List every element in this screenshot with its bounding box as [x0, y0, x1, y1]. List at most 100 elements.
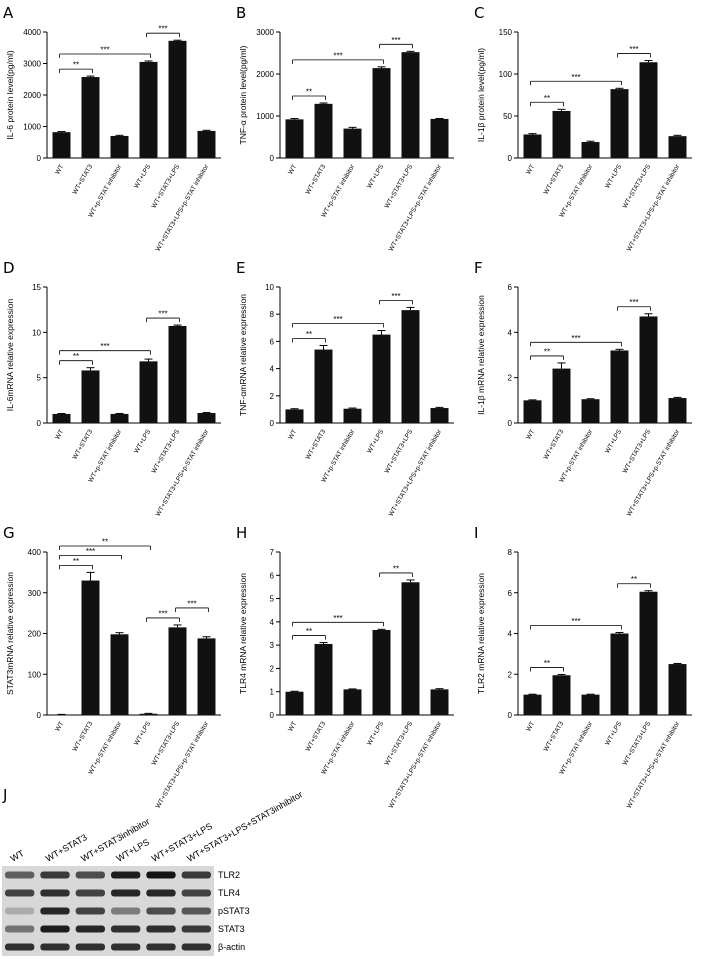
y-tick-label: 4 — [270, 365, 275, 374]
y-tick-label: 10 — [265, 283, 274, 292]
significance-label: *** — [571, 73, 580, 82]
x-category-label: WT+STAT3+LPS+p-STAT inhibitor — [626, 428, 682, 518]
y-axis-label: IL-6 protein level(pg/ml) — [5, 50, 15, 139]
panel-letter: B — [236, 4, 246, 22]
x-category-label: WT+STAT3 — [72, 163, 95, 196]
y-tick-label: 3 — [270, 641, 275, 650]
y-tick-label: 1000 — [256, 112, 274, 121]
x-category-label: WT+STAT3 — [543, 720, 566, 753]
blot-membrane — [2, 866, 214, 956]
significance-label: *** — [100, 45, 109, 54]
blot-band — [181, 943, 211, 951]
x-category-label: WT+STAT3+LPS+p-STAT inhibitor — [388, 163, 444, 253]
significance-label: ** — [544, 94, 550, 103]
chart-panel-d: D 0 5 10 15 IL-6mRNA relative expression WT WT+… — [3, 259, 221, 518]
blot-band — [146, 871, 176, 879]
y-tick-label: 0 — [37, 419, 42, 428]
bar-d-4 — [168, 325, 187, 423]
y-tick-label: 1000 — [23, 123, 41, 132]
panel-letter: H — [236, 524, 247, 542]
bar-d-3 — [139, 361, 158, 423]
blot-band — [75, 925, 105, 933]
significance-label: ** — [102, 538, 108, 547]
bar-c-5 — [668, 136, 687, 158]
bar-f-5 — [668, 398, 687, 423]
y-tick-label: 2 — [508, 374, 513, 383]
y-tick-label: 2 — [270, 392, 275, 401]
significance-label: *** — [629, 298, 638, 307]
y-tick-label: 2000 — [256, 70, 274, 79]
blot-lane-label: WT — [9, 848, 27, 864]
x-category-label: WT+p-STAT inhibitor — [558, 163, 594, 219]
x-category-label: WT+STAT3+LPS+p-STAT inhibitor — [388, 720, 444, 810]
y-tick-label: 2000 — [23, 91, 41, 100]
y-tick-label: 2 — [508, 670, 513, 679]
panel-letter: F — [474, 259, 483, 277]
bar-c-0 — [523, 134, 542, 158]
x-category-label: WT+LPS — [366, 163, 385, 190]
blot-lane-label: WT+STAT3+LPS — [150, 821, 214, 864]
bar-b-1 — [314, 103, 333, 158]
x-category-label: WT+LPS — [604, 428, 623, 455]
x-category-label: WT+STAT3+LPS — [622, 163, 653, 210]
x-category-label: WT — [525, 163, 536, 175]
bar-g-3 — [139, 713, 158, 715]
y-tick-label: 0 — [508, 711, 513, 720]
x-category-label: WT+STAT3+LPS+p-STAT inhibitor — [626, 163, 682, 253]
bar-d-0 — [52, 413, 71, 423]
bar-i-4 — [639, 591, 658, 715]
x-category-label: WT — [54, 428, 65, 440]
bar-g-5 — [197, 638, 216, 715]
significance-label: ** — [73, 61, 79, 70]
blot-band — [40, 871, 70, 879]
x-category-label: WT+p-STAT inhibitor — [320, 720, 356, 776]
significance-label: ** — [544, 347, 550, 356]
y-tick-label: 4000 — [23, 28, 41, 37]
x-category-label: WT — [54, 720, 65, 732]
bar-g-4 — [168, 627, 187, 715]
y-axis-label: IL-1β protein level(pg/ml) — [476, 48, 486, 142]
significance-label: *** — [391, 292, 400, 301]
western-blot-panel: JWT WT+STAT3WT+STAT3inhibitorWT+LPSWT+STA… — [2, 786, 304, 956]
significance-label: *** — [333, 51, 342, 60]
x-category-label: WT+STAT3+LPS — [622, 720, 653, 767]
significance-label: ** — [73, 557, 79, 566]
bar-c-4 — [639, 62, 658, 158]
bar-b-5 — [430, 118, 449, 158]
bar-a-2 — [110, 135, 129, 158]
y-tick-label: 6 — [508, 283, 513, 292]
blot-band — [146, 907, 176, 915]
x-category-label: WT — [525, 428, 536, 440]
bar-d-1 — [81, 370, 100, 423]
x-category-label: WT+STAT3 — [72, 720, 95, 753]
chart-panel-e: E 0 2 4 6 8 10 TNF-αmRNA relative expression WT W… — [236, 259, 454, 518]
y-tick-label: 0 — [270, 154, 275, 163]
y-tick-label: 8 — [270, 310, 275, 319]
x-category-label: WT+STAT3+LPS — [384, 428, 415, 475]
y-axis-label: TLR4 mRNA relative expression — [238, 573, 248, 694]
x-category-label: WT — [287, 428, 298, 440]
bar-d-2 — [110, 413, 129, 423]
y-axis-label: TNF-α protein level(pg/ml) — [238, 45, 248, 144]
chart-panel-f: F 0 2 4 6 IL-1β mRNA relative expression WT WT+… — [474, 259, 692, 518]
blot-band — [5, 889, 35, 897]
bar-d-5 — [197, 413, 216, 423]
blot-band — [111, 871, 141, 879]
significance-label: *** — [333, 315, 342, 324]
blot-band — [75, 943, 105, 951]
panel-letter: I — [474, 524, 478, 542]
x-category-label: WT+LPS — [133, 428, 152, 455]
x-category-label: WT+p-STAT inhibitor — [558, 720, 594, 776]
bar-c-1 — [552, 110, 571, 158]
x-category-label: WT+STAT3 — [305, 720, 328, 753]
bar-a-4 — [168, 40, 187, 158]
significance-label: ** — [306, 627, 312, 636]
bar-a-0 — [52, 132, 71, 158]
x-category-label: WT+p-STAT inhibitor — [320, 163, 356, 219]
blot-band — [40, 907, 70, 915]
x-category-label: WT+STAT3 — [543, 163, 566, 196]
y-tick-label: 150 — [499, 28, 513, 37]
y-tick-label: 0 — [270, 419, 275, 428]
bar-a-3 — [139, 61, 158, 158]
y-tick-label: 50 — [503, 112, 512, 121]
